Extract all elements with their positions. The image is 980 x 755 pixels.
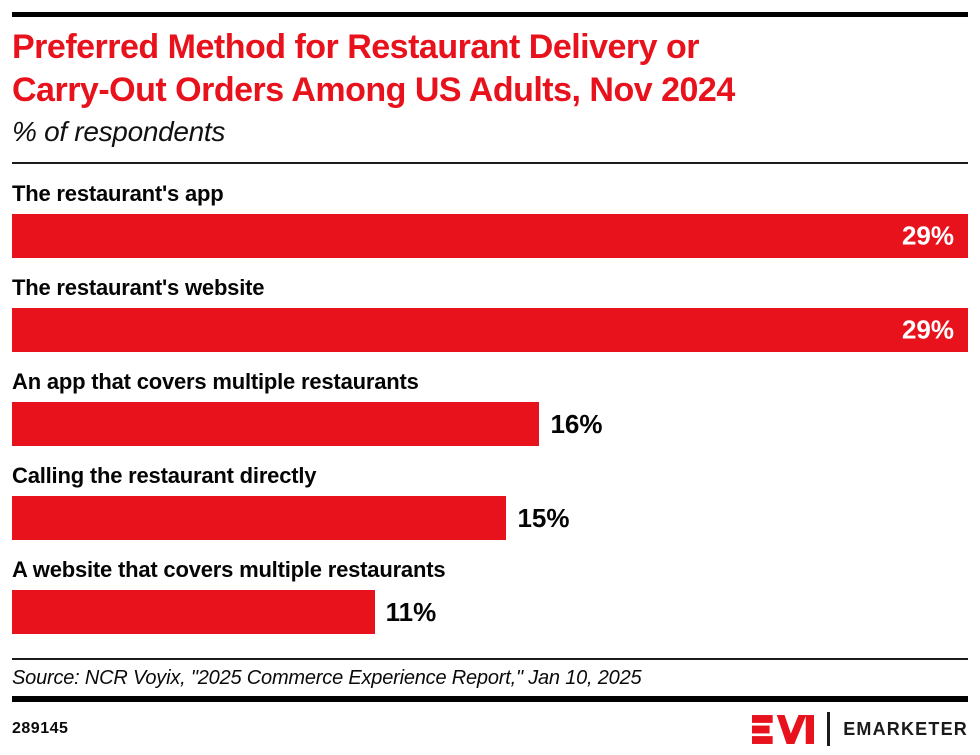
bar [12,402,540,446]
chart-id: 289145 [12,720,69,737]
source-note: Source: NCR Voyix, "2025 Commerce Experi… [12,667,642,689]
bar-value-label: 29% [901,220,954,251]
bar [12,496,507,540]
bar-value-label: 11% [385,596,437,627]
bar-row: The restaurant's website 29% [12,275,968,352]
bar-row: The restaurant's app 29% [12,181,968,258]
bar-category-label: The restaurant's app [12,181,224,206]
bar-value-label: 15% [517,502,570,533]
bar-track: 11% [12,590,968,634]
bar-chart: The restaurant's app 29% The restaurant'… [12,181,968,634]
subtitle-rule [12,162,968,164]
chart-title-line-1: Preferred Method for Restaurant Delivery… [12,28,700,66]
chart-subtitle: % of respondents [12,116,226,147]
bar-category-label: An app that covers multiple restaurants [12,369,419,394]
bar-track: 29% [12,308,968,352]
top-rule [12,12,968,17]
source-rule [12,658,968,660]
bar: 29% [12,308,968,352]
bar-value-label: 29% [901,314,954,345]
bar-row: Calling the restaurant directly 15% [12,463,968,540]
bar-row: An app that covers multiple restaurants … [12,369,968,446]
footer: 289145 EMARKETER [12,712,968,746]
bar-category-label: Calling the restaurant directly [12,463,317,488]
bar [12,590,375,634]
bar: 29% [12,214,968,258]
bar-track: 15% [12,496,968,540]
bar-track: 29% [12,214,968,258]
bar-value-label: 16% [550,408,603,439]
chart-title: Preferred Method for Restaurant Delivery… [12,26,968,112]
footer-rule [12,696,968,702]
bar-category-label: The restaurant's website [12,275,265,300]
chart-title-line-2: Carry-Out Orders Among US Adults, Nov 20… [12,71,735,109]
emarketer-wordmark: EMARKETER [843,718,968,739]
bar-category-label: A website that covers multiple restauran… [12,557,446,582]
bar-track: 16% [12,402,968,446]
emarketer-logo: EMARKETER [752,712,968,746]
logo-divider [827,712,831,746]
emarketer-monogram-icon [752,714,815,744]
bar-row: A website that covers multiple restauran… [12,557,968,634]
